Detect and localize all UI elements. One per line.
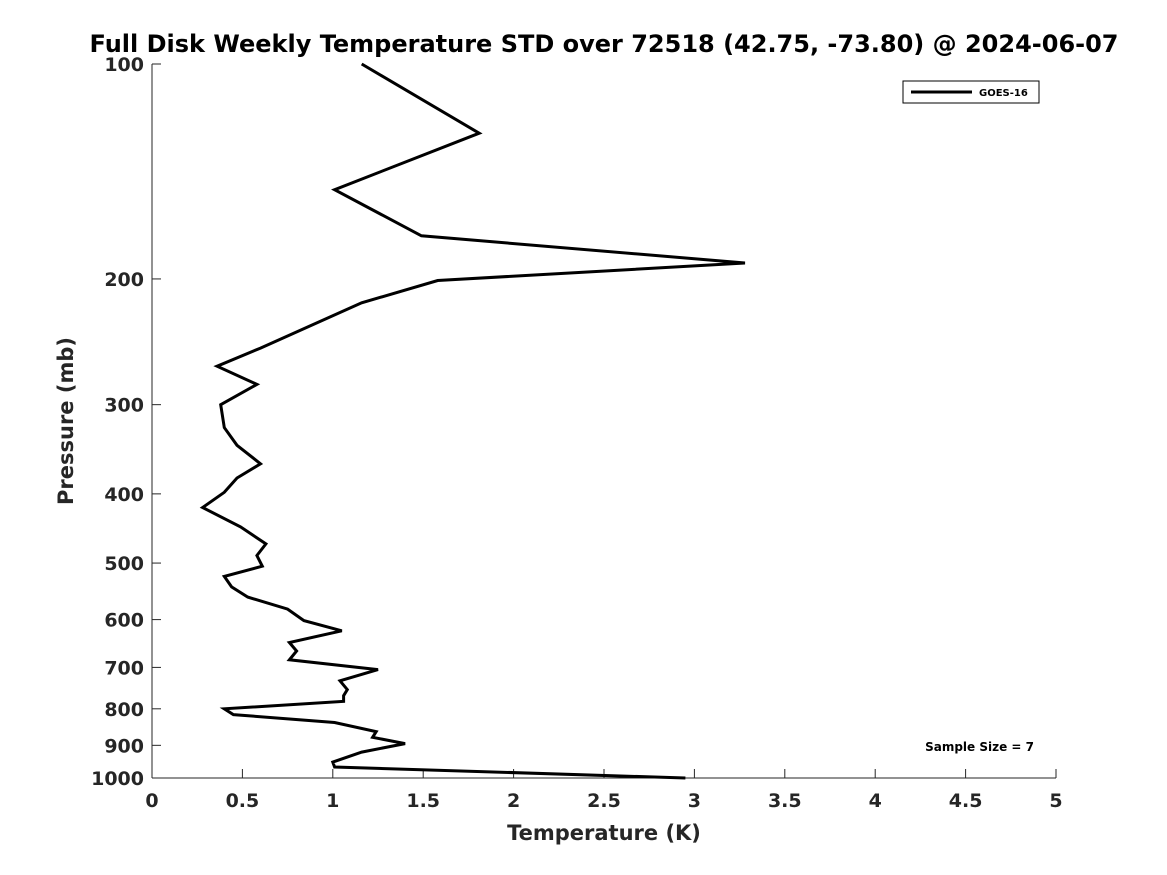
- x-tick-label: 4.5: [949, 790, 983, 812]
- y-axis-label: Pressure (mb): [54, 337, 78, 505]
- x-tick-label: 4: [869, 790, 882, 812]
- x-axis-ticks: 0 0.5 1 1.5 2 2.5 3 3.5 4 4.5 5: [145, 769, 1063, 812]
- x-tick-label: 3.5: [768, 790, 802, 812]
- legend-label-goes-16: GOES-16: [979, 88, 1028, 99]
- y-tick-label: 900: [104, 735, 144, 757]
- y-tick-label: 200: [104, 269, 144, 291]
- y-tick-label: 800: [104, 699, 144, 721]
- y-tick-label: 100: [104, 54, 144, 76]
- x-tick-label: 5: [1049, 790, 1062, 812]
- x-tick-label: 0: [145, 790, 158, 812]
- y-tick-label: 1000: [91, 768, 144, 790]
- y-tick-label: 400: [104, 484, 144, 506]
- x-axis-label: Temperature (K): [507, 821, 701, 845]
- x-tick-label: 3: [688, 790, 701, 812]
- x-tick-label: 1: [326, 790, 339, 812]
- series-line-goes-16: [199, 62, 746, 780]
- x-tick-label: 1.5: [406, 790, 440, 812]
- y-tick-label: 700: [104, 657, 144, 679]
- chart-title: Full Disk Weekly Temperature STD over 72…: [90, 30, 1119, 58]
- plot-area: [152, 64, 1056, 778]
- sample-size-annotation: Sample Size = 7: [925, 740, 1034, 754]
- y-tick-label: 300: [104, 395, 144, 417]
- y-axis-ticks: 100 200 300 400 500 600 700 800 900 1000: [91, 54, 161, 790]
- series-group: [199, 62, 746, 780]
- y-tick-label: 500: [104, 553, 144, 575]
- x-tick-label: 0.5: [226, 790, 260, 812]
- x-tick-label: 2: [507, 790, 520, 812]
- x-tick-label: 2.5: [587, 790, 621, 812]
- legend: GOES-16: [902, 80, 1040, 104]
- y-tick-label: 600: [104, 610, 144, 632]
